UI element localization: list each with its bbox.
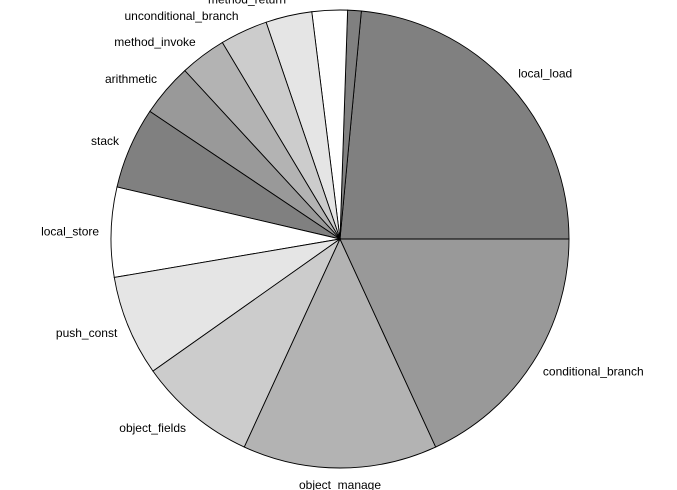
slice-label-others: others (339, 0, 372, 1)
slice-label-arithmetic: arithmetic (105, 72, 157, 86)
labels-layer: local_loadothersarray_loadmethod_returnu… (41, 0, 644, 490)
slice-local-load (339, 10, 570, 240)
slice-label-method-return: method_return (208, 0, 286, 6)
slice-label-local-load: local_load (518, 66, 572, 80)
slice-conditional-branch (339, 238, 570, 448)
slice-object-manage (243, 237, 437, 469)
slice-label-unconditional-branch: unconditional_branch (125, 9, 239, 23)
slice-object-fields (152, 237, 342, 448)
slice-label-local-store: local_store (41, 225, 99, 239)
slice-label-method-invoke: method_invoke (114, 35, 196, 49)
slice-label-object-manage: object_manage (299, 478, 381, 490)
slice-label-object-fields: object_fields (119, 421, 186, 435)
slices-layer (110, 9, 570, 469)
slice-label-push-const: push_const (56, 326, 118, 340)
slice-push-const (113, 238, 341, 372)
slice-label-stack: stack (91, 134, 120, 148)
slice-label-conditional-branch: conditional_branch (543, 365, 644, 379)
